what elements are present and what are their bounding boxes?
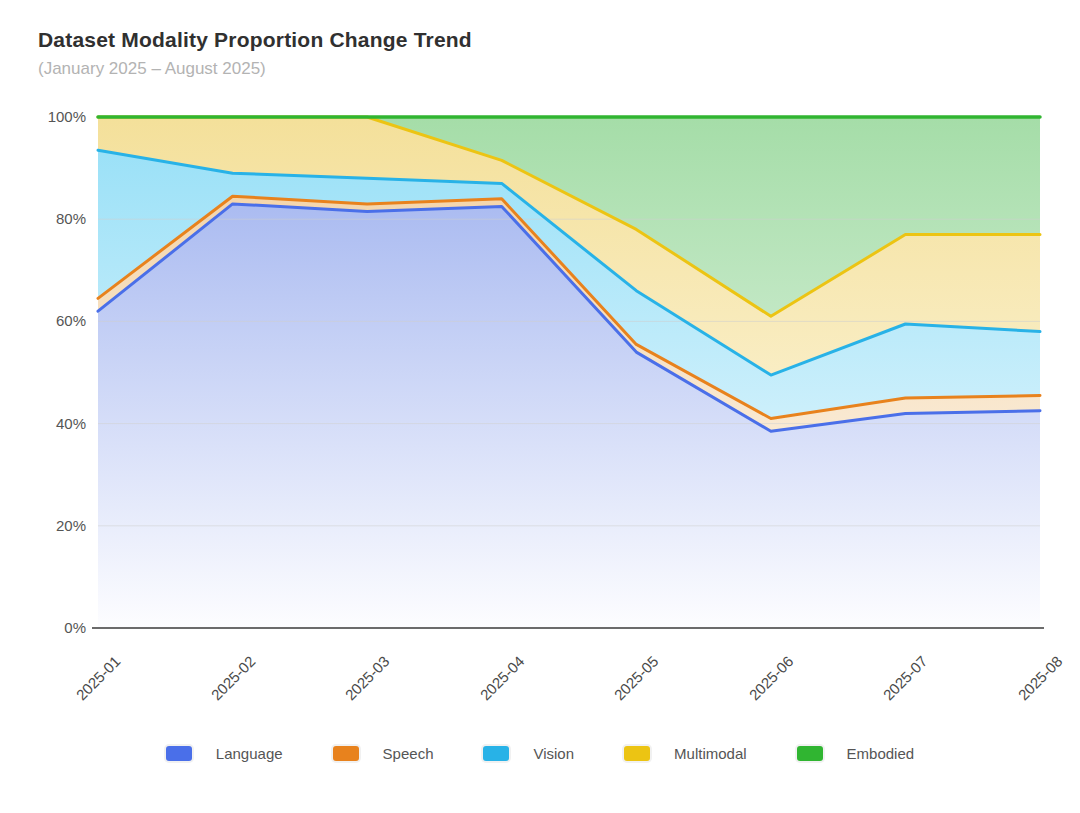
legend-item-speech[interactable]: Speech — [333, 740, 434, 766]
legend: Language Speech Vision Multimodal Embodied — [0, 740, 1080, 766]
legend-label: Multimodal — [674, 745, 747, 762]
legend-swatch — [166, 746, 192, 761]
legend-swatch — [624, 746, 650, 761]
legend-swatch — [797, 746, 823, 761]
stacked-area-chart — [0, 0, 1080, 813]
legend-label: Language — [216, 745, 283, 762]
legend-swatch — [483, 746, 509, 761]
legend-label: Speech — [383, 745, 434, 762]
chart-canvas: Dataset Modality Proportion Change Trend… — [0, 0, 1080, 813]
y-axis-label: 60% — [0, 312, 86, 330]
legend-label: Embodied — [847, 745, 915, 762]
legend-swatch — [333, 746, 359, 761]
legend-item-vision[interactable]: Vision — [483, 740, 574, 766]
y-axis-label: 0% — [0, 619, 86, 637]
y-axis-label: 80% — [0, 210, 86, 228]
legend-item-embodied[interactable]: Embodied — [797, 740, 915, 766]
legend-item-multimodal[interactable]: Multimodal — [624, 740, 747, 766]
legend-item-language[interactable]: Language — [166, 740, 283, 766]
y-axis-label: 100% — [0, 108, 86, 126]
y-axis-label: 40% — [0, 415, 86, 433]
y-axis-label: 20% — [0, 517, 86, 535]
legend-label: Vision — [533, 745, 574, 762]
